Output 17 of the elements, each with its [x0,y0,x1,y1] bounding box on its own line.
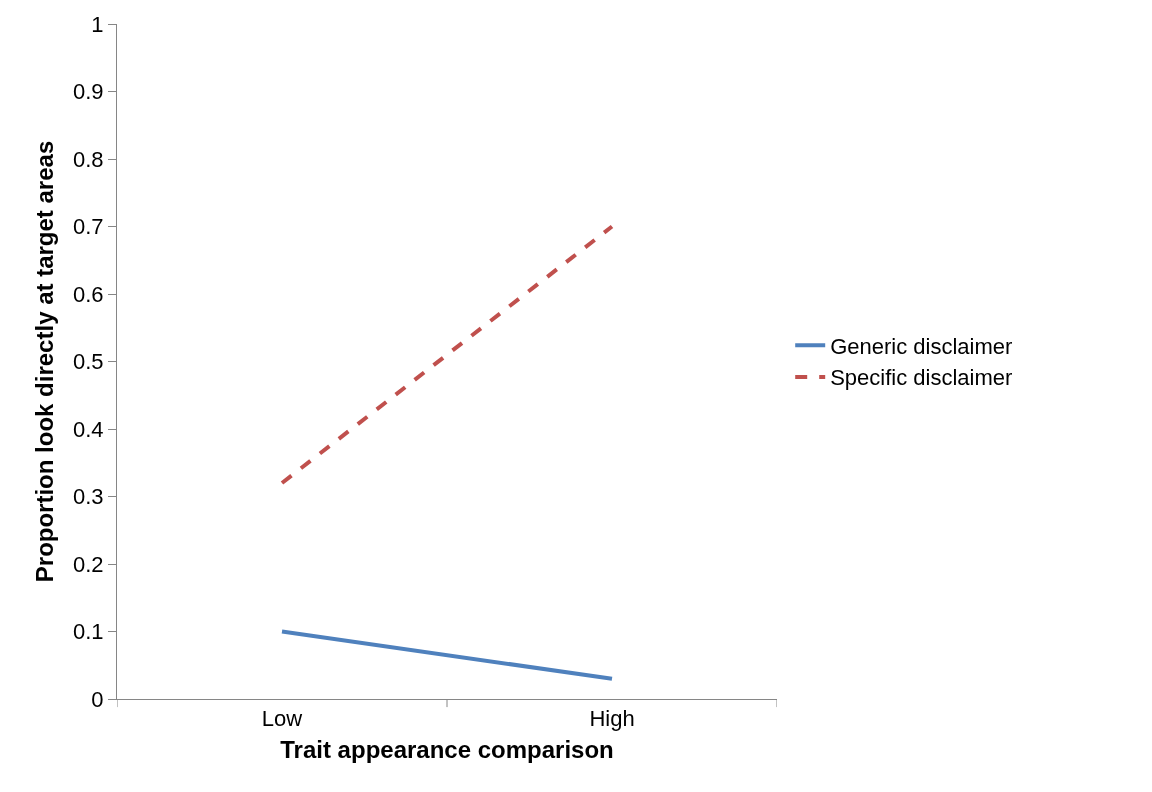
x-tick-label: High [589,706,635,732]
y-tick-label: 0.2 [73,551,104,577]
y-tick-label: 0 [91,686,104,712]
y-tick-label: 0.8 [73,146,104,172]
y-tick-label: 0.1 [73,619,104,645]
y-tick-label: 0.9 [73,79,104,105]
y-tick-label: 0.5 [73,349,104,375]
y-tick-label: 1 [91,11,104,37]
legend-label: Generic disclaimer [830,333,1013,359]
y-tick-label: 0.3 [73,484,104,510]
x-axis-title: Trait appearance comparison [280,735,614,763]
y-tick-label: 0.6 [73,281,104,307]
y-tick-label: 0.7 [73,214,104,240]
x-tick-label: Low [261,706,303,732]
y-axis-title: Proportion look directly at target areas [31,140,59,583]
legend-label: Specific disclaimer [830,365,1013,391]
y-tick-label: 0.4 [73,416,104,442]
